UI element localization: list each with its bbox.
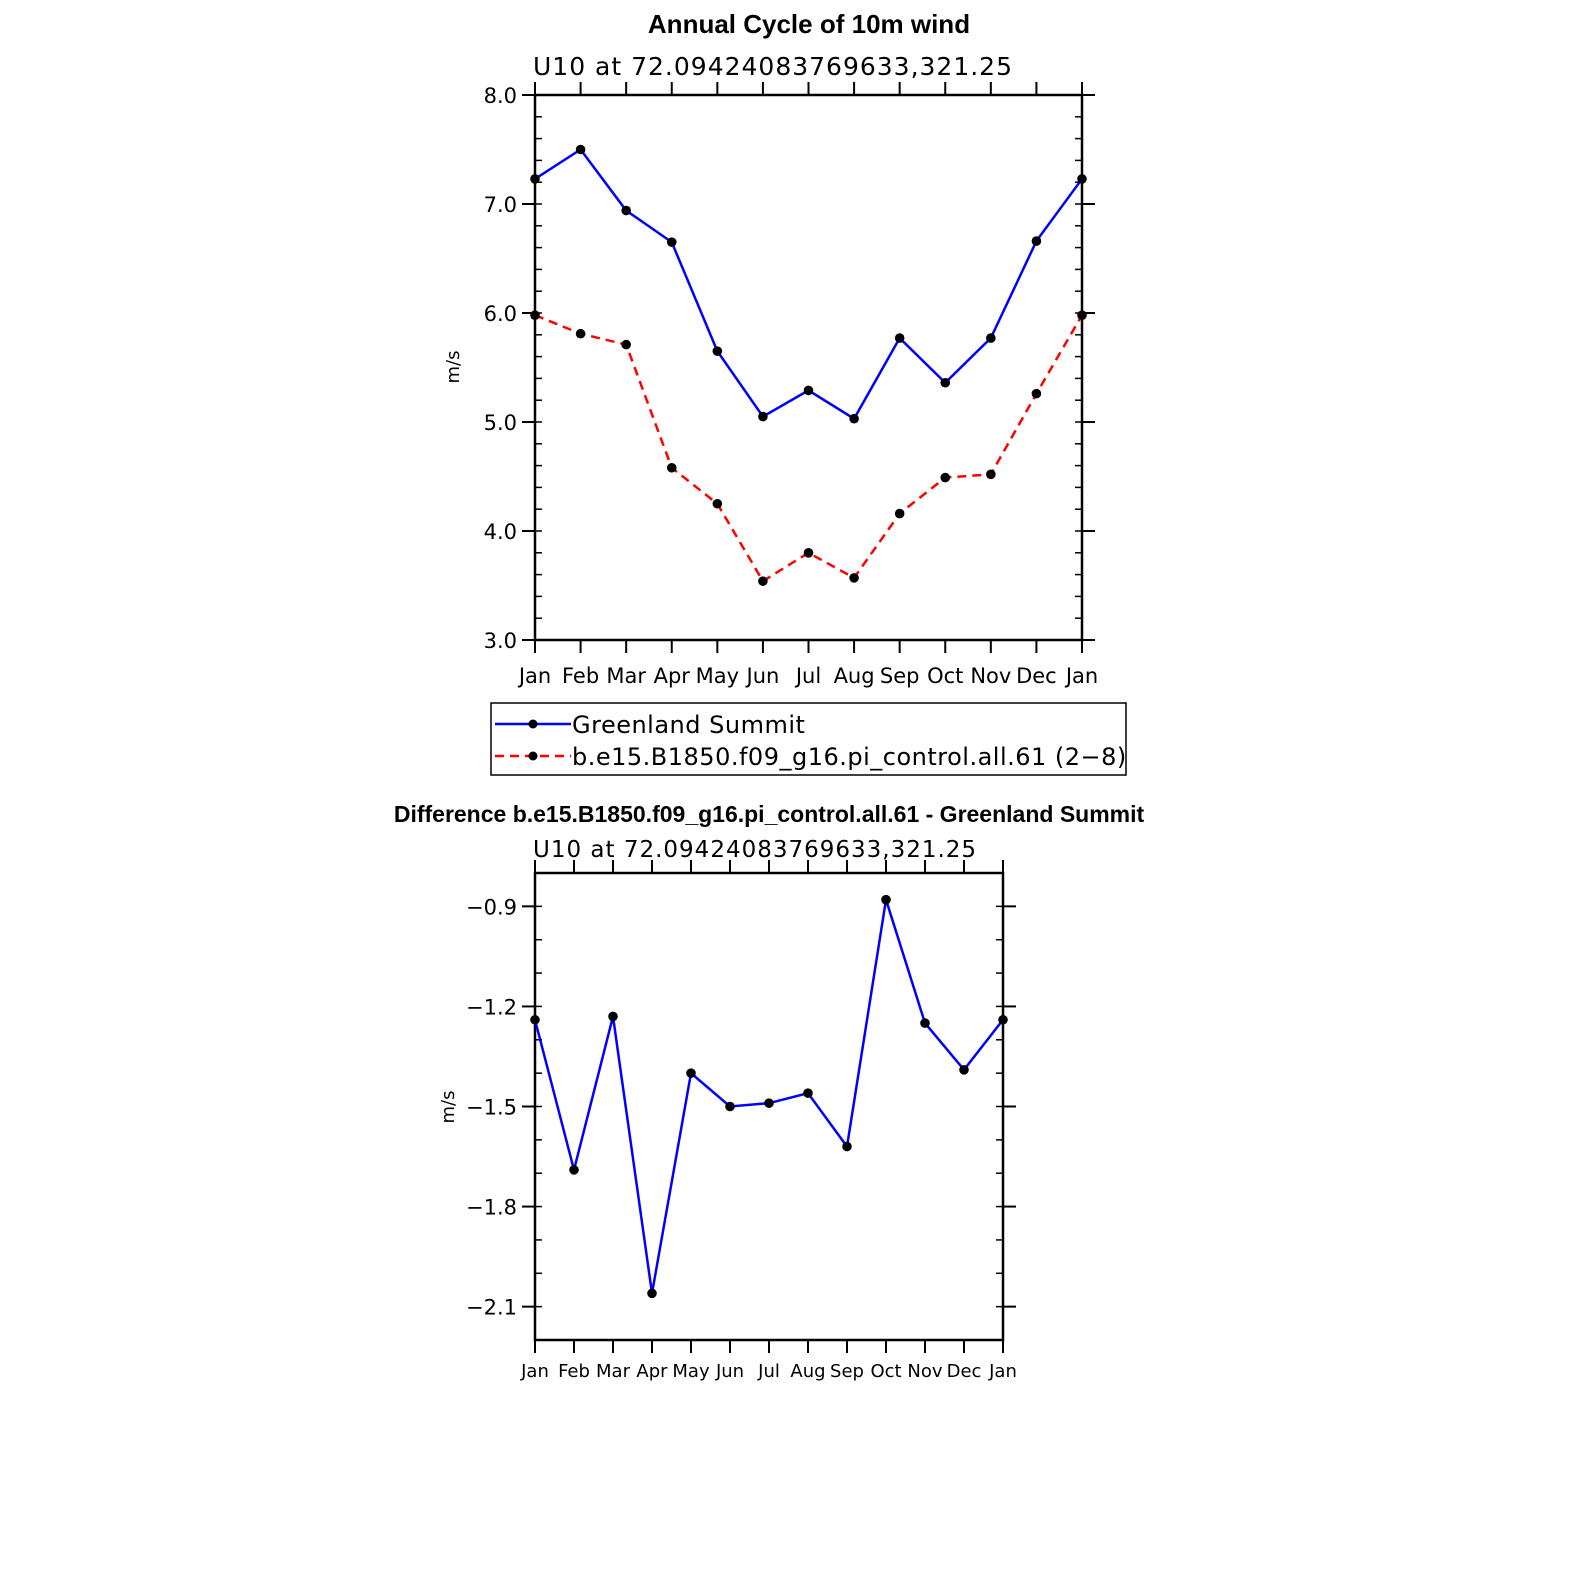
data-point: [803, 548, 814, 558]
y-tick-label: 8.0: [484, 84, 517, 108]
y-tick-label: 4.0: [484, 520, 517, 544]
chart2-title: Difference b.e15.B1850.f09_g16.pi_contro…: [394, 801, 1145, 827]
x-tick-label: Jun: [715, 1361, 744, 1382]
x-tick-label: Jan: [520, 1361, 549, 1382]
chart1-plot: Jan Feb Mar Apr May Jun Jul Aug Sep Oct Nov Dec Jan3…: [484, 82, 1098, 688]
data-point: [842, 1141, 852, 1152]
x-tick-label: Apr: [654, 664, 691, 688]
data-point: [920, 1018, 930, 1028]
series-line-0: [534, 147, 1084, 421]
x-tick-label: Aug: [790, 1361, 825, 1382]
chart2-subtitle: U10 at 72.09424083769633,321.25: [533, 837, 977, 863]
data-point: [530, 174, 540, 184]
x-tick-label: Jan: [1064, 664, 1098, 688]
x-tick-label: Jun: [745, 664, 780, 688]
x-tick-label: Mar: [606, 664, 646, 688]
chart1-title: Annual Cycle of 10m wind: [648, 9, 970, 39]
x-tick-label: Nov: [907, 1361, 942, 1382]
x-tick-label: Sep: [880, 664, 920, 688]
data-point: [1077, 310, 1087, 320]
data-point: [686, 1068, 696, 1078]
data-point: [849, 413, 859, 424]
data-point: [998, 1014, 1008, 1025]
x-tick-label: Feb: [558, 1361, 590, 1382]
data-point: [575, 144, 586, 155]
legend-marker-greenland: [528, 719, 538, 729]
x-tick-label: Sep: [830, 1361, 864, 1382]
data-point: [894, 333, 905, 343]
x-tick-label: Oct: [870, 1361, 901, 1382]
x-tick-label: Jan: [517, 664, 551, 688]
data-point: [569, 1165, 579, 1175]
legend-label-greenland: Greenland Summit: [572, 711, 805, 739]
series-line-1: [534, 314, 1084, 583]
y-tick-label: −1.5: [466, 1096, 517, 1120]
x-tick-label: Oct: [927, 664, 963, 688]
x-tick-label: Mar: [596, 1361, 631, 1382]
chart2-ylabel: m/s: [438, 1091, 459, 1124]
data-point: [1031, 388, 1042, 399]
data-point: [986, 333, 996, 343]
data-point: [849, 573, 859, 583]
y-tick-label: −1.8: [466, 1196, 517, 1220]
data-point: [666, 237, 677, 247]
data-point: [758, 576, 768, 586]
x-tick-label: May: [696, 664, 739, 688]
y-tick-label: 7.0: [484, 193, 517, 217]
data-point: [1077, 174, 1087, 184]
data-point: [621, 339, 631, 350]
chart1-legend: Greenland Summit b.e15.B1850.f09_g16.pi_…: [490, 702, 1127, 776]
x-tick-label: Dec: [947, 1361, 982, 1382]
chart2-plot: Jan Feb Mar Apr May Jun Jul Aug Sep Oct Nov Dec Jan −…: [466, 860, 1017, 1382]
x-tick-label: Dec: [1016, 664, 1057, 688]
x-tick-label: Feb: [562, 664, 599, 688]
y-tick-label: −1.2: [466, 995, 517, 1019]
y-tick-label: −2.1: [466, 1296, 517, 1320]
data-point: [712, 346, 723, 356]
x-tick-label: Aug: [834, 664, 875, 688]
x-tick-label: Jul: [757, 1361, 780, 1382]
x-tick-label: May: [672, 1361, 710, 1382]
legend-marker-model: [528, 751, 538, 761]
data-point: [803, 1088, 813, 1098]
data-point: [1031, 236, 1042, 246]
legend-label-model: b.e15.B1850.f09_g16.pi_control.all.61 (2…: [572, 743, 1127, 771]
data-point: [530, 1014, 540, 1025]
x-tick-label: Jan: [988, 1361, 1017, 1382]
data-point: [940, 377, 951, 388]
data-point: [940, 472, 951, 483]
y-tick-label: −0.9: [466, 895, 517, 919]
data-point: [764, 1098, 774, 1108]
y-tick-label: 5.0: [484, 411, 517, 435]
data-point: [530, 310, 540, 320]
data-point: [666, 462, 677, 473]
y-tick-label: 6.0: [484, 302, 517, 326]
y-tick-label: 3.0: [484, 629, 517, 653]
x-tick-label: Nov: [970, 664, 1011, 688]
data-point: [803, 385, 814, 396]
data-point: [608, 1011, 618, 1022]
legend-box: [490, 702, 1127, 776]
data-point: [621, 205, 631, 216]
data-point: [647, 1288, 657, 1299]
data-point: [881, 894, 891, 905]
plot-frame: [533, 93, 1084, 642]
data-point: [986, 469, 996, 480]
chart1-subtitle: U10 at 72.09424083769633,321.25: [533, 52, 1013, 81]
chart1-ylabel: m/s: [443, 351, 464, 384]
data-point: [725, 1101, 735, 1112]
data-point: [575, 328, 586, 339]
data-point: [758, 411, 768, 422]
data-point: [959, 1065, 969, 1075]
x-tick-label: Apr: [636, 1361, 668, 1382]
series-line-0: [533, 899, 1004, 1294]
data-point: [712, 498, 723, 509]
data-point: [894, 508, 905, 519]
x-tick-label: Jul: [794, 664, 821, 688]
